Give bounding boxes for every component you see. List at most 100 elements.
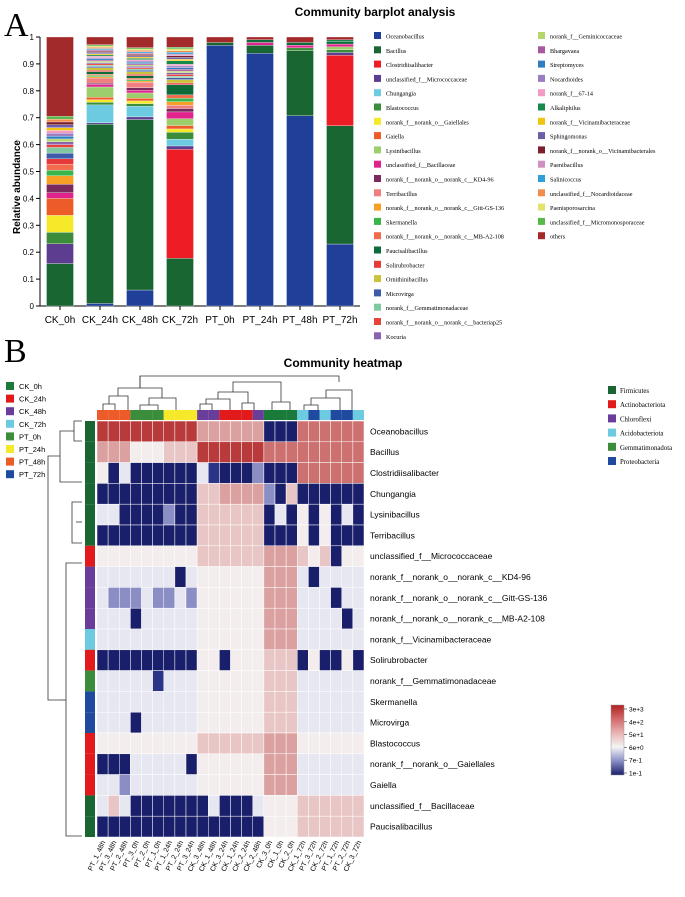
heatmap-cell [297, 795, 309, 817]
heatmap-cell [208, 566, 220, 588]
barplot-title: Community barplot analysis [295, 5, 456, 19]
heatmap-cell [274, 732, 287, 755]
row-phylum-cell [85, 795, 95, 817]
legend-swatch [538, 74, 545, 82]
heatmap-cells [96, 420, 365, 838]
heatmap-cell [263, 691, 276, 713]
heatmap-row-label: Blastococcus [370, 738, 420, 748]
heatmap-cell [330, 691, 342, 713]
heatmap-row-label: unclassified_f__Bacillaceae [370, 801, 475, 811]
heatmap-cell [185, 524, 198, 547]
legend-label: norank_f__norank_o__Gaiellales [386, 119, 469, 126]
row-phylum-cell [85, 753, 95, 775]
bar-segment [86, 75, 114, 77]
bar-segment [86, 44, 114, 47]
legend-swatch [374, 246, 381, 254]
heatmap-cell [130, 483, 142, 505]
heatmap-cell [297, 691, 309, 713]
heatmap-cell [96, 545, 109, 567]
heatmap-cell [341, 462, 354, 484]
bar-segment [86, 59, 114, 62]
heatmap-cell [152, 670, 164, 692]
heatmap-cell [241, 691, 253, 713]
heatmap-cell [196, 420, 209, 443]
heatmap-cell [96, 524, 109, 547]
heatmap-cell [241, 649, 253, 671]
heatmap-row-label: Terribacillus [370, 530, 415, 540]
heatmap-cell [185, 483, 198, 505]
bar-segment [126, 59, 154, 62]
heatmap-cell [263, 566, 276, 588]
heatmap-cell [230, 587, 242, 609]
heatmap-cell [241, 462, 253, 484]
bar-segment [86, 48, 114, 50]
heatmap-cell [330, 711, 342, 734]
color-scale: 3e+3 4e+2 5e+1 6e+0 7e-1 1e-1 [610, 704, 644, 778]
heatmap-row-label: Clostridiisalibacter [370, 468, 439, 478]
bar-segment [126, 66, 154, 68]
phylum-legend-swatch [608, 428, 616, 437]
heatmap-cell [352, 774, 365, 796]
column-group-cell [197, 410, 209, 420]
column-group-cell [108, 410, 120, 420]
bar-segment [86, 45, 114, 48]
heatmap-cell [285, 566, 298, 588]
heatmap-cell [297, 670, 309, 692]
heatmap-cell [352, 670, 365, 692]
bar-segment [166, 70, 194, 73]
bar-segment [166, 118, 194, 126]
bar-segment [206, 42, 234, 46]
heatmap-cell [285, 441, 298, 463]
column-group-cell [275, 410, 287, 420]
heatmap-cell [285, 587, 298, 609]
heatmap-cell [196, 483, 209, 505]
group-legend-swatch [6, 407, 14, 416]
heatmap-cell [163, 711, 176, 734]
heatmap-cell [308, 503, 320, 526]
heatmap-cell [163, 670, 176, 692]
bar-segment [166, 98, 194, 102]
heatmap-cell [285, 670, 298, 692]
bar-segment [166, 101, 194, 106]
heatmap-cell [230, 753, 242, 775]
color-scale-label: 3e+3 [629, 707, 644, 714]
heatmap-cell [185, 691, 198, 713]
heatmap-cell [174, 670, 187, 692]
bar-segment [126, 103, 154, 107]
heatmap-cell [163, 753, 176, 775]
bar-segment [166, 111, 194, 119]
y-tick-label: 0.2 [23, 248, 35, 257]
heatmap-cell [219, 420, 231, 443]
heatmap-cell [330, 566, 342, 588]
heatmap-cell [174, 815, 187, 838]
heatmap-cell [196, 753, 209, 775]
heatmap-cell [119, 524, 131, 547]
heatmap-cell [196, 524, 209, 547]
heatmap-cell [152, 524, 164, 547]
column-group-cell [286, 410, 298, 420]
heatmap-cell [330, 441, 342, 463]
bar-segment [126, 98, 154, 102]
bar-segment [46, 138, 74, 142]
bar-segment [46, 232, 74, 244]
heatmap-cell [208, 774, 220, 796]
phylum-legend-swatch [608, 457, 616, 465]
heatmap-cell [96, 691, 109, 713]
legend-swatch [538, 89, 545, 97]
heatmap-cell [308, 795, 320, 817]
bar-segment [126, 54, 154, 56]
heatmap-cell [185, 815, 198, 838]
heatmap-cell [96, 774, 109, 796]
heatmap-cell [352, 691, 365, 713]
heatmap-cell [119, 545, 131, 567]
heatmap-cell [96, 483, 109, 505]
heatmap-cell [96, 628, 109, 651]
legend-swatch [538, 160, 545, 168]
heatmap-cell [341, 607, 354, 630]
heatmap-cell [119, 503, 131, 526]
heatmap-cell [174, 441, 187, 463]
heatmap-cell [130, 753, 142, 775]
heatmap-cell [141, 607, 153, 630]
heatmap-cell [185, 711, 198, 734]
heatmap-cell [174, 545, 187, 567]
